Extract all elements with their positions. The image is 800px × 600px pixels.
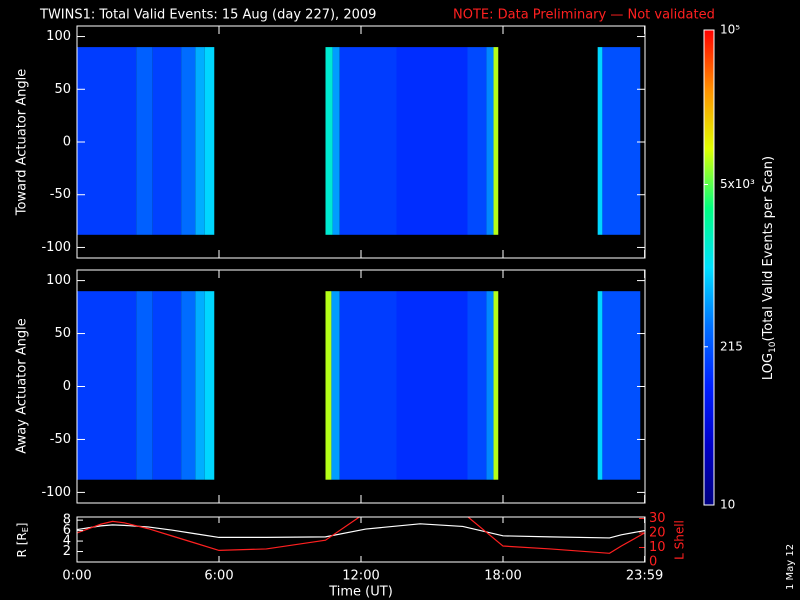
y-tick-label: -100 [41,485,71,500]
heatmap-cell [195,47,205,235]
plot-frame [76,25,646,259]
heatmap-cell [486,291,494,480]
y2-tick-label: 10 [649,540,666,555]
plot-area [77,517,645,554]
colorbar-label-main: LOG [761,353,776,380]
y-tick-label: 100 [46,29,71,44]
y-tick-label: 0 [63,135,71,150]
plot-frame [76,269,646,504]
heatmap-cell [396,291,468,480]
heatmap-cell [597,291,603,480]
x-tick-label: 23:59 [626,569,663,584]
heatmap-cell [396,47,468,235]
heatmap-cell [195,291,205,480]
colorbar-tick-label: 215 [720,339,743,353]
heatmap-cell [602,47,641,235]
y-axis-label: Toward Actuator Angle [15,69,30,216]
heatmap-cell [325,47,333,235]
x-tick-label: 18:00 [484,569,521,584]
date-stamp: 1 May 12 [785,544,796,590]
heatmap-cell [486,47,494,235]
y-tick-label: 0 [63,379,71,394]
heatmap-cell [602,291,641,480]
x-tick-label: 0:00 [62,569,91,584]
heatmap-cell [467,47,487,235]
y-tick-label: 50 [54,326,71,341]
y2-axis-label: L Shell [673,520,687,560]
y-label-sub: E [21,527,30,532]
y2-tick-label: 30 [649,511,666,526]
heatmap-cell [152,47,182,235]
colorbar-label-sub: 10 [768,341,778,353]
heatmap-cell [597,47,603,235]
heatmap-cell [493,47,499,235]
title: TWINS1: Total Valid Events: 15 Aug (day … [39,8,376,23]
y-axis-label: R [RE] [15,523,30,558]
x-axis-label: Time (UT) [328,585,393,600]
y-tick-label: 8 [63,513,71,528]
y-tick-label: -50 [50,432,71,447]
heatmap-cell [325,291,332,480]
heatmap-cell [467,291,487,480]
heatmap-cell [339,47,397,235]
colorbar-label: LOG10(Total Valid Events per Scan) [761,156,778,380]
y-tick-label: -50 [50,187,71,202]
series-line [77,523,645,539]
colorbar-tick-label: 5x10³ [720,177,755,191]
colorbar-label-rest: (Total Valid Events per Scan) [761,156,776,342]
heatmap-cell [331,291,340,480]
heatmap-cell [152,291,182,480]
heatmap-cell [77,291,137,480]
x-tick-label: 12:00 [342,569,379,584]
heatmap-cell [493,291,499,480]
y-tick-label: 100 [46,273,71,288]
colorbar [703,29,715,506]
heatmap-cell [339,291,397,480]
y-tick-label: -100 [41,240,71,255]
heatmap-cell [204,47,215,235]
y-label-end: ] [15,523,29,528]
note: NOTE: Data Preliminary — Not validated [453,8,715,23]
colorbar-tick-label: 10⁵ [720,23,740,37]
heatmap-cell [77,47,137,235]
series-line [77,517,645,554]
plot-frame [76,516,646,563]
heatmap-cell [181,291,196,480]
y-tick-label: 4 [63,534,71,549]
y-tick-label: 50 [54,82,71,97]
colorbar-tick-label: 10 [720,498,735,512]
heatmap-cell [136,47,153,235]
heatmap-cell [181,47,196,235]
heatmap-cell [204,291,215,480]
y-tick-label: 6 [63,523,71,538]
y-label-text: R [R [15,532,29,557]
y-tick-label: 2 [63,544,71,559]
y2-tick-label: 0 [649,555,657,570]
x-tick-label: 6:00 [204,569,233,584]
heatmap-cell [332,47,340,235]
heatmap-cell [136,291,153,480]
y-axis-label: Away Actuator Angle [15,318,30,453]
y2-tick-label: 20 [649,525,666,540]
